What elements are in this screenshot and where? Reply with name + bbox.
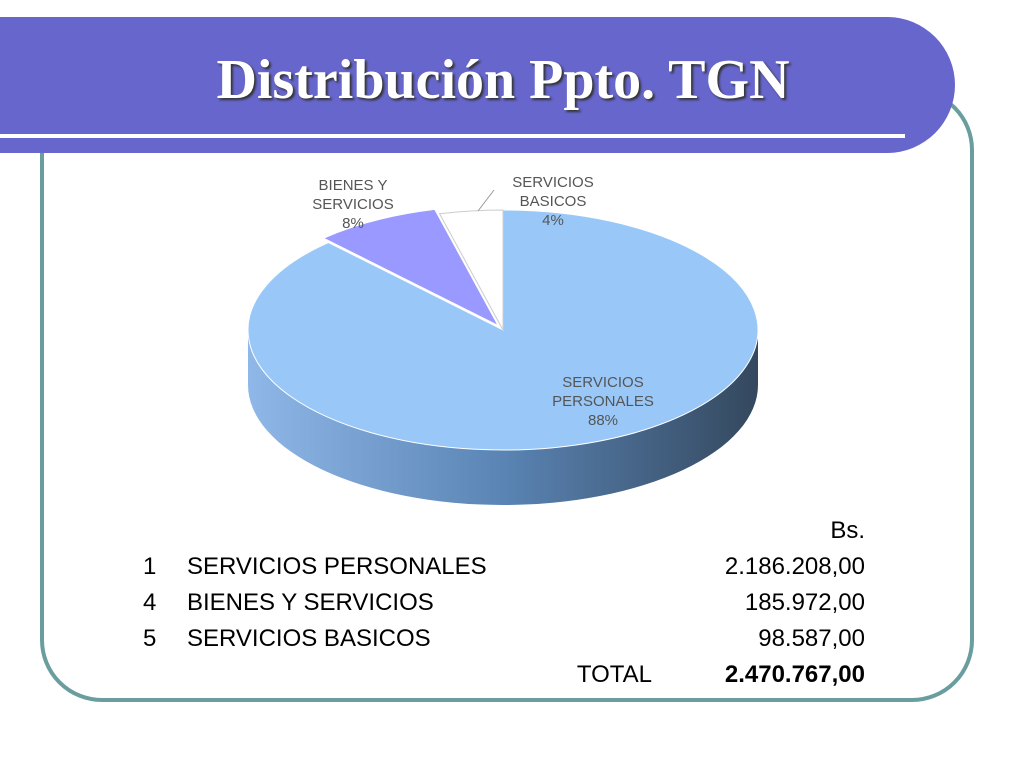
row-amount: 98.587,00 xyxy=(758,625,865,652)
row-name: SERVICIOS PERSONALES xyxy=(187,553,487,580)
pie-slice xyxy=(322,208,500,327)
leader-line xyxy=(477,189,495,212)
row-name: SERVICIOS BASICOS xyxy=(187,625,431,652)
row-number: 4 xyxy=(143,589,157,616)
total-value: 2.470.767,00 xyxy=(724,661,865,688)
pie-label: BIENES Y SERVICIOS xyxy=(312,177,394,213)
header-band xyxy=(0,17,955,153)
slide-title: Distribución Ppto. TGN xyxy=(216,49,790,111)
row-amount: 185.972,00 xyxy=(744,589,865,616)
pie-label: SERVICIOS PERSONALES xyxy=(552,374,654,410)
pie-label: SERVICIOS BASICOS xyxy=(512,174,594,210)
total-label: TOTAL xyxy=(576,661,652,688)
pie-value-label: 88% xyxy=(587,412,619,429)
pie-value-label: 8% xyxy=(342,215,364,232)
unit-header: Bs. xyxy=(830,517,865,544)
pie-slice-side xyxy=(248,330,758,505)
pie-value-label: 4% xyxy=(542,212,564,229)
pie-slice xyxy=(438,209,504,331)
row-name: BIENES Y SERVICIOS xyxy=(187,589,434,616)
row-number: 5 xyxy=(143,625,157,652)
pie xyxy=(247,208,759,505)
row-number: 1 xyxy=(143,553,157,580)
row-amount: 2.186.208,00 xyxy=(724,553,865,580)
